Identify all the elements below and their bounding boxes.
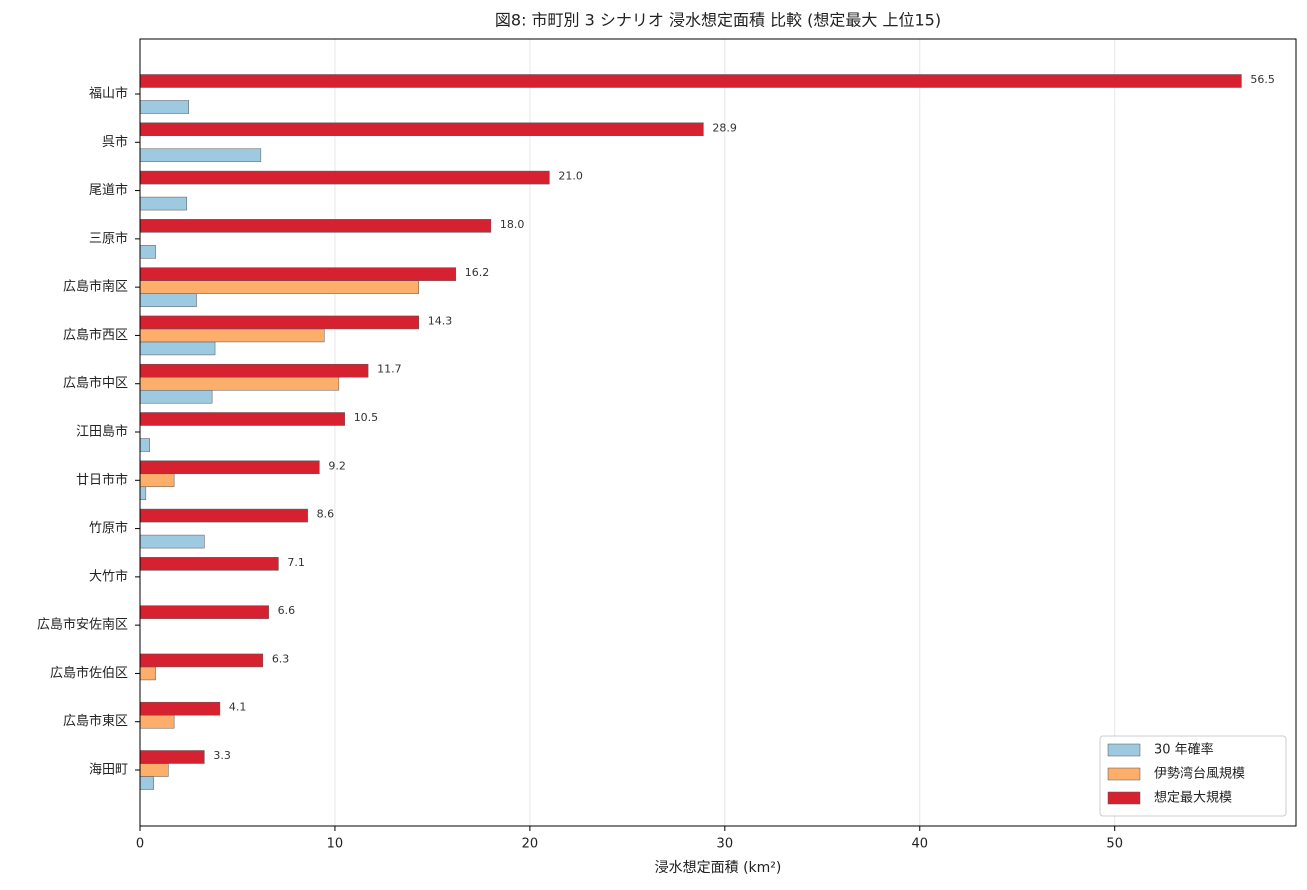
value-label: 6.3 bbox=[272, 652, 290, 665]
y-tick-label: 広島市西区 bbox=[63, 327, 128, 343]
value-label: 3.3 bbox=[213, 749, 231, 762]
bar bbox=[139, 653, 264, 668]
chart-title: 図8: 市町別 3 シナリオ 浸水想定面積 比較 (想定最大 上位15) bbox=[495, 11, 941, 30]
legend-swatch bbox=[1107, 791, 1141, 805]
bar bbox=[139, 315, 420, 330]
y-tick-label: 広島市安佐南区 bbox=[37, 617, 128, 633]
x-tick-label: 10 bbox=[327, 837, 344, 852]
bar bbox=[139, 534, 205, 549]
y-tick-label: 竹原市 bbox=[89, 520, 128, 536]
bar bbox=[139, 293, 197, 307]
bar bbox=[139, 363, 369, 378]
value-label: 21.0 bbox=[558, 170, 583, 183]
legend-swatch bbox=[1107, 743, 1141, 757]
legend-label: 伊勢湾台風規模 bbox=[1154, 766, 1245, 782]
bar bbox=[139, 557, 279, 571]
bar bbox=[139, 776, 154, 790]
bar bbox=[139, 74, 1242, 88]
value-label: 7.1 bbox=[287, 556, 305, 569]
bar bbox=[139, 148, 262, 163]
bar bbox=[139, 486, 147, 501]
bar bbox=[139, 267, 457, 281]
x-axis-label: 浸水想定面積 (km²) bbox=[655, 860, 782, 876]
y-tick-label: 広島市佐伯区 bbox=[50, 665, 128, 681]
legend-box bbox=[1099, 735, 1287, 817]
bar bbox=[139, 438, 150, 452]
bar bbox=[139, 412, 345, 426]
y-tick-label: 福山市 bbox=[89, 86, 128, 102]
bar bbox=[139, 666, 156, 681]
value-label: 9.2 bbox=[328, 459, 346, 472]
value-label: 10.5 bbox=[354, 411, 379, 424]
bar bbox=[139, 605, 269, 619]
y-tick-label: 尾道市 bbox=[89, 182, 128, 198]
value-label: 18.0 bbox=[500, 218, 525, 231]
y-tick-label: 江田島市 bbox=[76, 424, 128, 440]
x-tick-label: 20 bbox=[522, 837, 539, 852]
bar bbox=[139, 196, 188, 211]
bar bbox=[139, 508, 308, 523]
x-tick-label: 30 bbox=[717, 837, 734, 852]
bar bbox=[139, 100, 189, 114]
bar bbox=[139, 473, 175, 488]
value-label: 16.2 bbox=[465, 266, 490, 279]
y-tick-label: 呉市 bbox=[102, 134, 128, 150]
legend-swatch bbox=[1107, 767, 1141, 781]
x-tick-label: 40 bbox=[911, 837, 928, 852]
legend-label: 30 年確率 bbox=[1154, 742, 1214, 758]
value-label: 4.1 bbox=[229, 701, 247, 714]
y-tick-label: 廿日市市 bbox=[76, 472, 128, 488]
y-tick-label: 広島市東区 bbox=[63, 713, 128, 729]
value-label: 28.9 bbox=[712, 121, 737, 134]
x-tick-label: 0 bbox=[136, 837, 144, 852]
y-tick-label: 広島市南区 bbox=[63, 279, 128, 295]
plot-frame bbox=[139, 38, 1297, 827]
bar bbox=[139, 122, 704, 137]
legend-label: 想定最大規模 bbox=[1154, 790, 1232, 806]
y-tick-label: 海田町 bbox=[89, 763, 128, 778]
bar bbox=[139, 219, 492, 233]
x-tick-label: 50 bbox=[1106, 837, 1123, 852]
bar bbox=[139, 376, 340, 391]
bar bbox=[139, 763, 169, 777]
bar bbox=[139, 328, 325, 343]
bar bbox=[139, 701, 221, 716]
bar bbox=[139, 280, 420, 294]
bar bbox=[139, 389, 213, 404]
bar bbox=[139, 170, 550, 185]
bar bbox=[139, 460, 320, 475]
y-tick-label: 広島市中区 bbox=[63, 375, 128, 391]
value-label: 6.6 bbox=[278, 604, 296, 617]
bar bbox=[139, 750, 205, 764]
value-label: 56.5 bbox=[1250, 73, 1275, 86]
bar bbox=[139, 341, 216, 356]
y-tick-label: 三原市 bbox=[89, 230, 128, 246]
y-tick-label: 大竹市 bbox=[89, 568, 128, 584]
bar bbox=[139, 245, 156, 259]
value-label: 8.6 bbox=[317, 508, 335, 521]
value-label: 14.3 bbox=[428, 314, 453, 327]
value-label: 11.7 bbox=[377, 363, 402, 376]
bar bbox=[139, 714, 175, 729]
